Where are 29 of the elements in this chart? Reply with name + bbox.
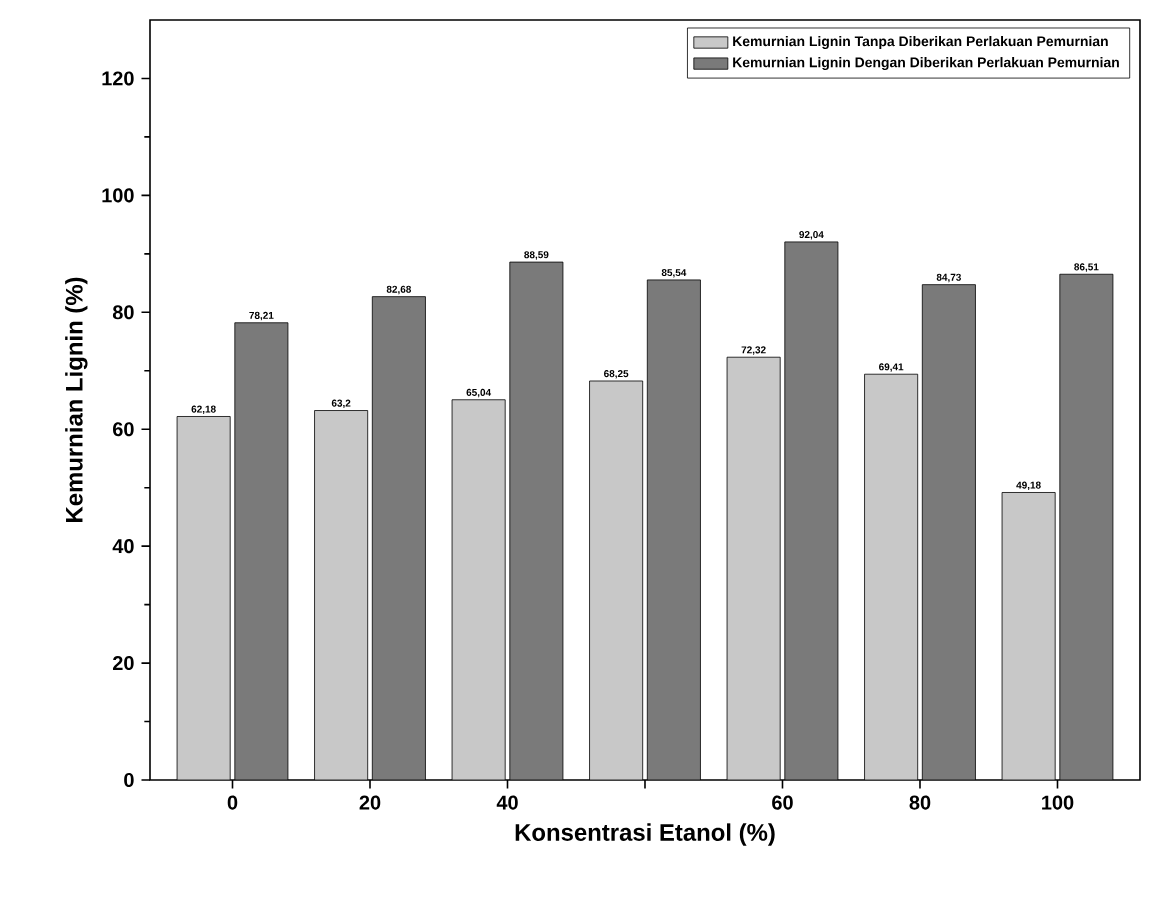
bar bbox=[864, 374, 918, 780]
x-tick-label: 20 bbox=[359, 795, 381, 810]
y-tick-label: 120 bbox=[102, 71, 134, 86]
bar bbox=[647, 279, 701, 780]
bar bbox=[784, 241, 838, 780]
bar bbox=[372, 296, 426, 780]
bar bbox=[452, 399, 506, 780]
x-tick-label: 60 bbox=[772, 795, 793, 810]
bar bbox=[177, 416, 231, 780]
y-tick-label: 20 bbox=[112, 656, 134, 671]
y-tick-label: 40 bbox=[112, 539, 134, 554]
bar bbox=[922, 284, 976, 780]
bar bbox=[1059, 273, 1114, 780]
x-tick-label: 80 bbox=[909, 795, 931, 810]
bar bbox=[314, 410, 368, 780]
bar bbox=[589, 380, 643, 780]
x-axis-title: Konsentrasi Etanol (%) bbox=[515, 823, 775, 846]
x-tick-label: 0 bbox=[227, 795, 238, 810]
x-tick-label: 40 bbox=[496, 795, 518, 810]
bar bbox=[234, 322, 288, 780]
y-tick-label: 60 bbox=[113, 422, 134, 437]
y-axis-title: Kemurnian Lignin (%) bbox=[65, 277, 88, 522]
y-tick-label: 100 bbox=[102, 188, 134, 203]
bar bbox=[1001, 492, 1056, 780]
x-tick-label: 100 bbox=[1042, 795, 1074, 810]
bar bbox=[509, 262, 563, 780]
y-tick-label: 0 bbox=[124, 772, 134, 788]
bar bbox=[727, 357, 781, 780]
y-tick-label: 80 bbox=[112, 305, 134, 320]
